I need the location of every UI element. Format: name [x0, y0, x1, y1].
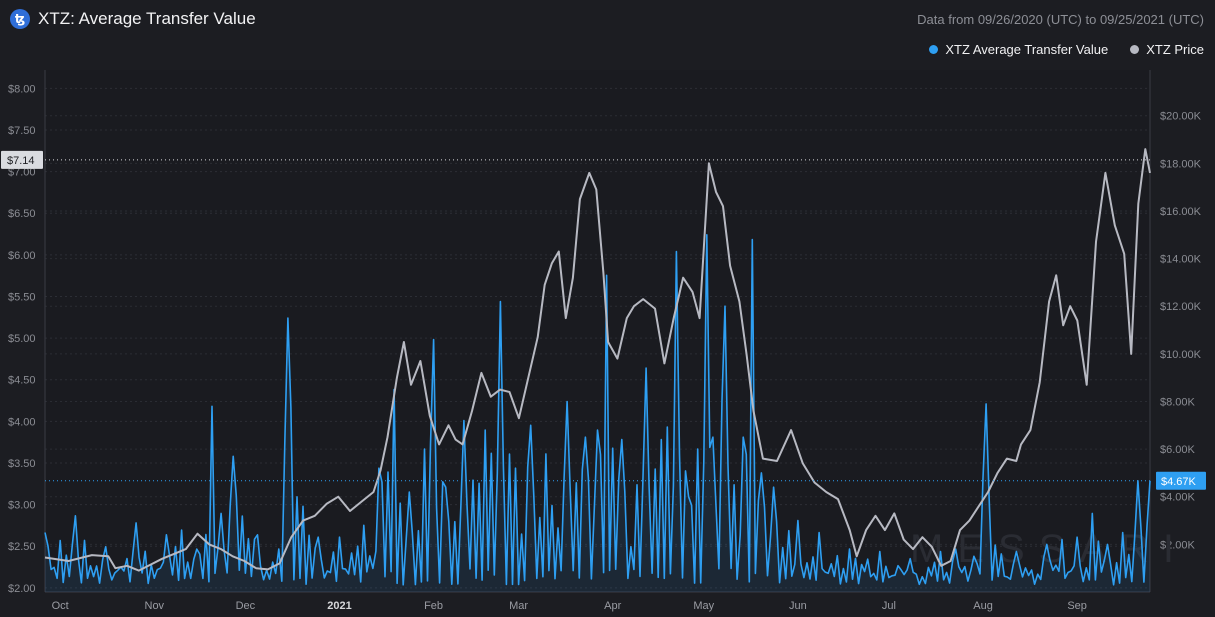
left-axis-tick: $2.00	[8, 583, 36, 595]
left-axis-tick: $4.50	[8, 375, 36, 387]
legend-label: XTZ Average Transfer Value	[945, 42, 1109, 57]
x-axis-tick: Apr	[604, 600, 621, 612]
left-axis-tick: $3.00	[8, 500, 36, 512]
legend-item-avg-transfer-value[interactable]: XTZ Average Transfer Value	[929, 42, 1108, 57]
current-transfer-badge	[1156, 471, 1206, 490]
legend-label: XTZ Price	[1146, 42, 1204, 57]
left-axis-tick: $6.50	[8, 208, 36, 220]
left-axis-tick: $5.50	[8, 291, 36, 303]
left-axis-tick: $7.00	[8, 167, 36, 179]
right-axis-tick: $12.00K	[1160, 301, 1202, 313]
right-axis-tick: $20.00K	[1160, 111, 1202, 123]
current-price-badge	[1, 150, 43, 169]
x-axis-tick: Mar	[509, 600, 528, 612]
date-range-label: Data from 09/26/2020 (UTC) to 09/25/2021…	[917, 12, 1204, 27]
x-axis-tick: Oct	[52, 600, 69, 612]
avg-transfer-area	[45, 234, 1150, 593]
x-axis-tick: Jun	[789, 600, 807, 612]
left-axis-tick: $6.00	[8, 250, 36, 262]
x-axis-tick: Feb	[424, 600, 443, 612]
right-axis-tick: $4.00K	[1160, 492, 1196, 504]
right-axis-tick: $10.00K	[1160, 349, 1202, 361]
x-axis-tick: Aug	[973, 600, 993, 612]
left-axis-tick: $4.00	[8, 416, 36, 428]
chart-header: ꜩ XTZ: Average Transfer Value Data from …	[0, 0, 1215, 40]
right-axis-tick: $18.00K	[1160, 158, 1202, 170]
current-transfer-badge-label: $4.67K	[1161, 476, 1197, 488]
left-axis-tick: $5.00	[8, 333, 36, 345]
tezos-logo-icon: ꜩ	[10, 9, 30, 29]
current-price-badge-label: $7.14	[7, 155, 35, 167]
x-axis-tick: Nov	[145, 600, 165, 612]
avg-transfer-line	[44, 234, 1151, 586]
chart-title: XTZ: Average Transfer Value	[38, 9, 256, 28]
chart-legend: XTZ Average Transfer Value XTZ Price	[929, 42, 1204, 57]
left-axis-tick: $2.50	[8, 541, 36, 553]
legend-dot-avg-transfer-value	[929, 45, 939, 54]
xtz-price-line	[44, 148, 1151, 572]
x-axis-tick: Jul	[882, 600, 896, 612]
left-axis-tick: $3.50	[8, 458, 36, 470]
right-axis-tick: $8.00K	[1160, 396, 1196, 408]
left-axis-tick: $7.50	[8, 125, 36, 137]
right-axis-tick: $14.00K	[1160, 254, 1202, 266]
x-axis-tick: Sep	[1067, 600, 1087, 612]
x-axis-tick: Dec	[236, 600, 256, 612]
legend-dot-xtz-price	[1130, 45, 1140, 54]
right-axis-tick: $2.00K	[1160, 539, 1196, 551]
x-axis-tick: May	[693, 600, 714, 612]
left-axis-tick: $8.00	[8, 83, 36, 95]
legend-item-xtz-price[interactable]: XTZ Price	[1130, 42, 1204, 57]
right-axis-tick: $6.00K	[1160, 444, 1196, 456]
right-axis-tick: $16.00K	[1160, 206, 1202, 218]
x-axis-tick: 2021	[327, 600, 351, 612]
